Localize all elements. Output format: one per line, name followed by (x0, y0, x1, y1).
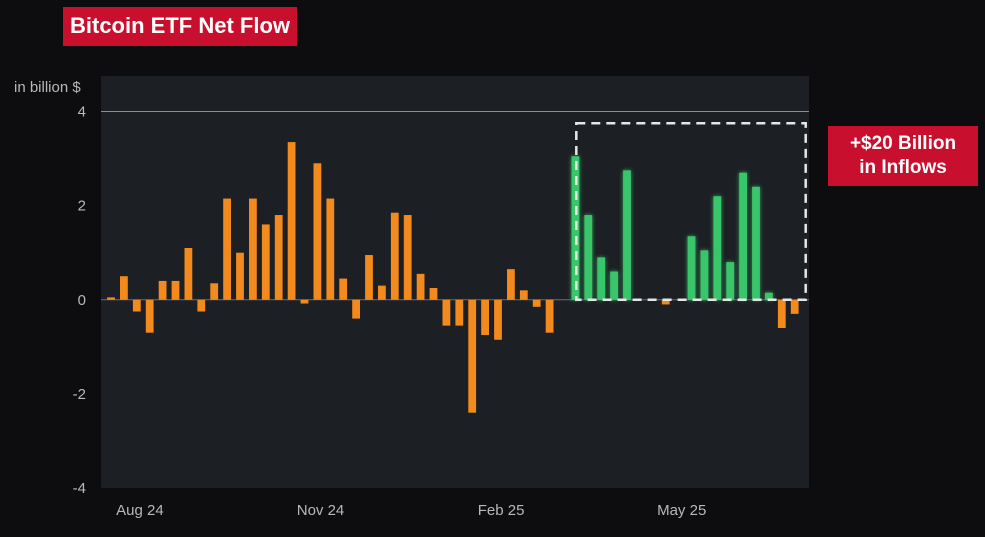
highlight-box (575, 122, 807, 301)
bar (236, 252, 244, 300)
bar (158, 280, 167, 300)
bar (132, 299, 141, 312)
bar (390, 212, 399, 300)
bar (726, 262, 735, 300)
bar (687, 236, 696, 300)
bar (313, 163, 322, 300)
bar (326, 198, 335, 300)
bar (752, 186, 760, 300)
bar (416, 273, 425, 300)
x-tick-label: May 25 (657, 502, 706, 519)
bar (403, 215, 412, 300)
bar (700, 250, 709, 300)
bar (455, 299, 464, 326)
bar (765, 292, 773, 300)
bar (519, 290, 528, 300)
bar (494, 299, 502, 340)
bar (107, 297, 115, 300)
chart-title: Bitcoin ETF Net Flow (63, 7, 297, 46)
bar (623, 170, 631, 300)
bar (120, 276, 128, 300)
bar (597, 257, 606, 300)
bar (339, 278, 348, 300)
bar (274, 215, 283, 300)
bar (442, 299, 451, 326)
bar (713, 196, 722, 300)
bar (171, 280, 180, 300)
bar (507, 269, 515, 300)
bar (661, 299, 670, 305)
bar (468, 299, 477, 413)
x-tick-labels: Aug 24 Nov 24 Feb 25 May 25 (116, 502, 706, 519)
bar (223, 198, 231, 300)
bar (249, 198, 257, 300)
x-tick-label: Nov 24 (297, 502, 345, 519)
bar (532, 299, 541, 307)
y-tick-label: 0 (78, 292, 86, 309)
bar (584, 215, 593, 300)
bar (287, 142, 296, 300)
bar (210, 283, 219, 300)
bar (365, 255, 373, 300)
callout-line2: in Inflows (859, 157, 947, 178)
bar (429, 287, 438, 300)
bar (300, 299, 309, 304)
bar (481, 299, 489, 336)
bar (739, 172, 747, 300)
callout-line1: +$20 Billion (849, 133, 957, 154)
bar (378, 285, 386, 300)
inflows-callout: +$20 Billion in Inflows (828, 126, 978, 186)
bar (197, 299, 206, 312)
y-axis-label: in billion $ (14, 79, 81, 96)
y-tick-label: -4 (73, 480, 86, 497)
bar (610, 271, 618, 300)
bar (352, 299, 360, 319)
y-tick-label: -2 (73, 386, 86, 403)
x-tick-label: Feb 25 (478, 502, 525, 519)
y-tick-label: 4 (78, 104, 86, 121)
bar (261, 224, 270, 300)
y-tick-label: 2 (78, 198, 86, 215)
bar (145, 299, 154, 333)
bar (790, 299, 799, 314)
bar (777, 299, 786, 328)
y-tick-labels: 4 2 0 -2 -4 (73, 104, 86, 498)
bar (545, 299, 554, 333)
x-tick-label: Aug 24 (116, 502, 164, 519)
bar (184, 247, 193, 300)
